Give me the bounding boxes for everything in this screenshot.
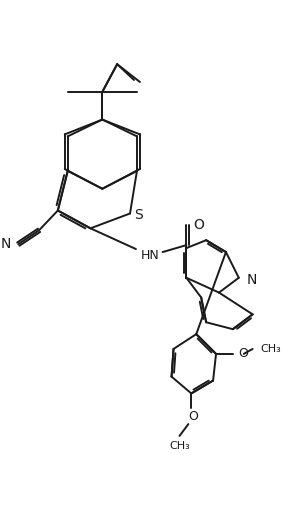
Text: HN: HN [140, 248, 159, 262]
Text: N: N [247, 273, 257, 287]
Text: O: O [193, 219, 204, 232]
Text: N: N [1, 237, 11, 251]
Text: S: S [135, 208, 143, 223]
Text: CH₃: CH₃ [261, 344, 281, 354]
Text: CH₃: CH₃ [169, 441, 190, 451]
Text: O: O [238, 347, 248, 361]
Text: O: O [188, 410, 198, 423]
